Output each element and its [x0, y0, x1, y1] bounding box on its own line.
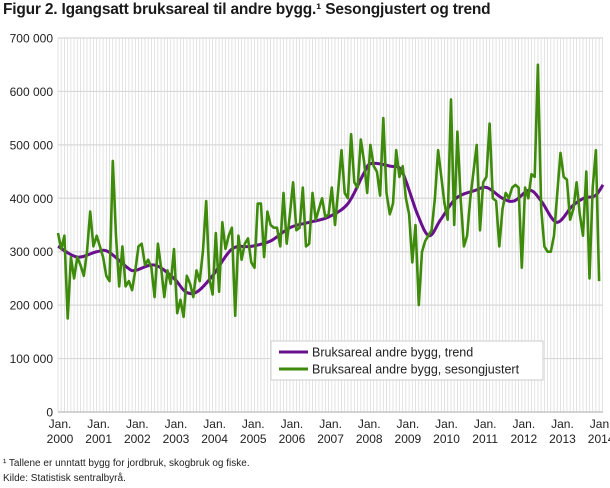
footnote: ¹ Tallene er unntatt bygg for jordbruk, …	[3, 458, 250, 469]
x-tick-label-year: 2014	[588, 432, 610, 446]
x-axis-tick-labels: Jan.2000Jan.2001Jan.2002Jan.2003Jan.2004…	[47, 417, 610, 446]
legend-label-trend: Bruksareal andre bygg, trend	[312, 346, 473, 360]
seasonally-adjusted-line	[56, 63, 601, 320]
x-tick-label-year: 2008	[356, 432, 383, 446]
x-tick-label-year: 2006	[279, 432, 306, 446]
x-tick-label-year: 2011	[472, 432, 498, 446]
chart-title: Figur 2. Igangsatt bruksareal til andre …	[3, 1, 491, 18]
x-tick-label-month: Jan.	[165, 417, 188, 431]
x-tick-label-month: Jan.	[474, 417, 497, 431]
x-tick-label-year: 2012	[510, 432, 537, 446]
x-tick-label-year: 2004	[201, 432, 228, 446]
x-tick-label-month: Jan.	[281, 417, 304, 431]
legend-label-seasonal: Bruksareal andre bygg, sesongjustert	[312, 363, 520, 377]
y-tick-label: 0	[46, 406, 53, 420]
x-tick-label-year: 2000	[47, 432, 74, 446]
x-tick-label-month: Jan.	[435, 417, 458, 431]
x-tick-label-year: 2010	[433, 432, 460, 446]
x-tick-label-year: 2005	[240, 432, 267, 446]
x-tick-label-year: 2001	[85, 432, 112, 446]
x-tick-label-year: 2009	[395, 432, 422, 446]
y-axis-tick-labels: 0 100 000 200 000 300 000 400 000 500 000 600 …	[10, 32, 54, 420]
x-tick-label-month: Jan.	[87, 417, 110, 431]
x-tick-label-month: Jan.	[551, 417, 574, 431]
y-tick-label: 300 000	[10, 245, 54, 259]
source-note: Kilde: Statistisk sentralbyrå.	[3, 473, 126, 484]
y-tick-label: 400 000	[10, 192, 54, 206]
x-tick-label-month: Jan.	[49, 417, 72, 431]
x-tick-label-month: Jan.	[126, 417, 149, 431]
legend-box	[270, 340, 544, 381]
y-tick-label: 200 000	[10, 299, 54, 313]
x-tick-label-month: Jan.	[590, 417, 610, 431]
series-lines	[56, 63, 605, 320]
x-tick-label-month: Jan.	[397, 417, 420, 431]
x-tick-label-year: 2007	[317, 432, 344, 446]
x-tick-label-year: 2002	[124, 432, 151, 446]
x-tick-label-month: Jan.	[242, 417, 265, 431]
x-tick-label-year: 2003	[163, 432, 190, 446]
y-tick-label: 500 000	[10, 138, 54, 152]
y-tick-label: 100 000	[10, 352, 54, 366]
x-tick-label-year: 2013	[549, 432, 576, 446]
x-tick-label-month: Jan.	[203, 417, 226, 431]
y-tick-label: 600 000	[10, 85, 54, 99]
y-tick-label: 700 000	[10, 32, 54, 46]
legend: Bruksareal andre bygg, trend Bruksareal …	[270, 340, 544, 381]
x-tick-label-month: Jan.	[512, 417, 535, 431]
x-tick-label-month: Jan.	[319, 417, 342, 431]
x-tick-label-month: Jan.	[358, 417, 381, 431]
